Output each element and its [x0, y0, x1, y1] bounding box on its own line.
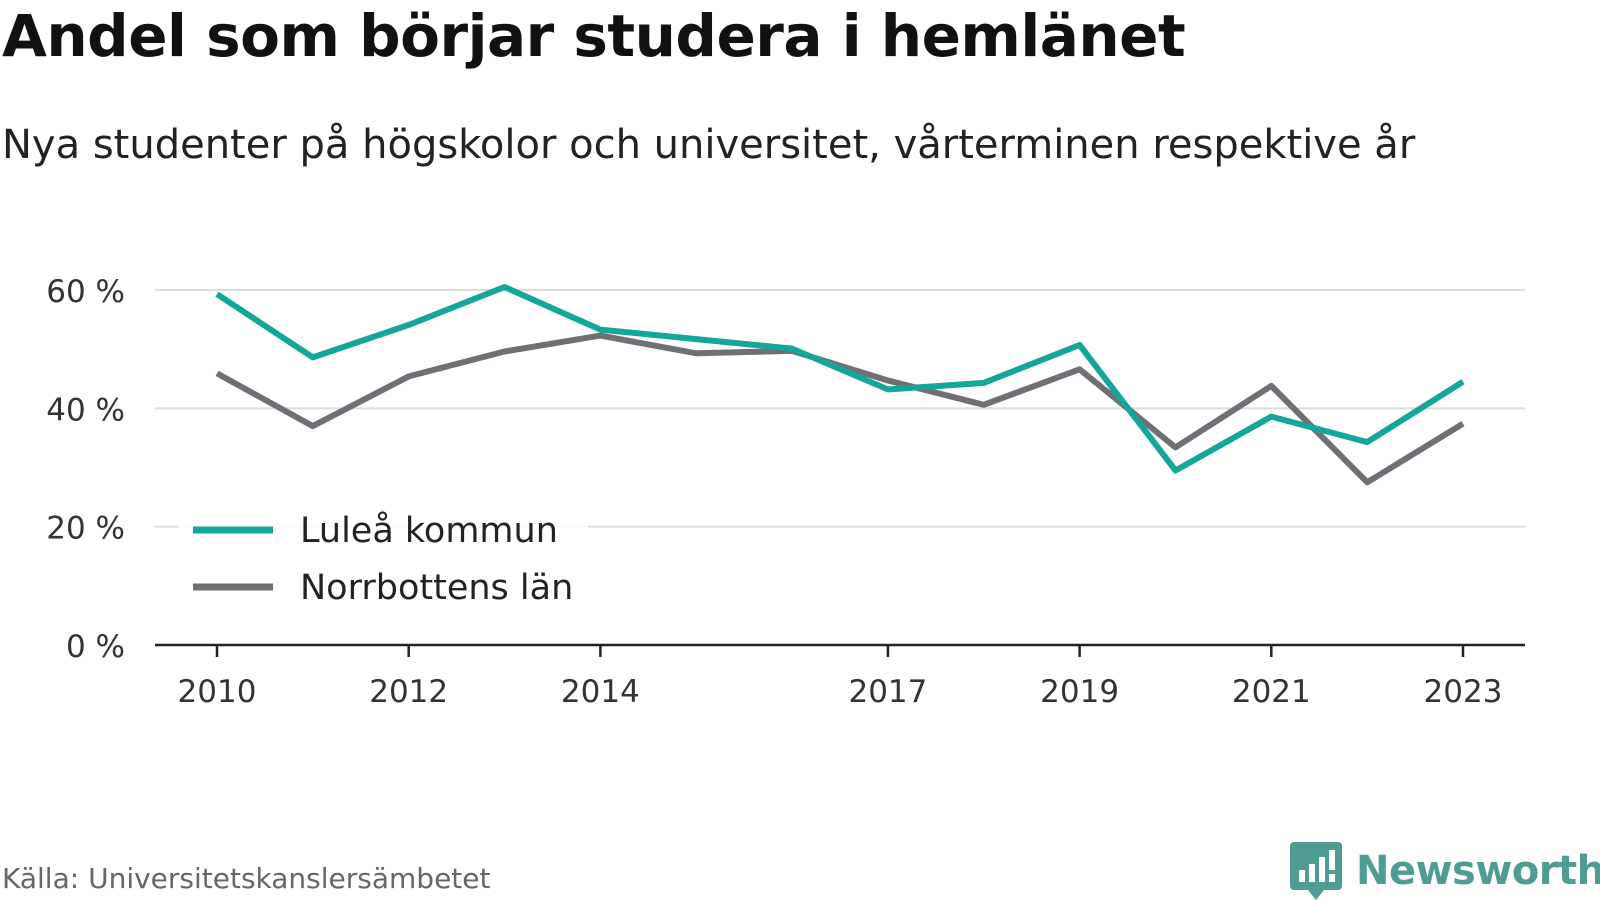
legend-label-lulea: Luleå kommun: [300, 510, 558, 551]
chart-title: Andel som börjar studera i hemlänet: [2, 2, 1186, 70]
x-tick-label: 2014: [561, 674, 640, 710]
x-tick-label: 2017: [848, 674, 927, 710]
x-tick-label: 2023: [1424, 674, 1503, 710]
x-axis: 2010 2012 2014 2017 2019 2021 2023: [155, 643, 1525, 710]
legend-label-norrbotten: Norrbottens län: [300, 568, 573, 608]
x-tick-label: 2012: [369, 674, 448, 710]
x-tick-label: 2019: [1040, 674, 1119, 710]
grid-lines: [155, 289, 1525, 528]
newsworthy-logo[interactable]: Newsworthy: [1290, 842, 1600, 900]
chart-subtitle: Nya studenter på högskolor och universit…: [2, 122, 1416, 168]
source-note: Källa: Universitetskanslersämbetet: [2, 862, 491, 895]
y-axis-labels: 0 % 20 % 40 % 60 %: [46, 274, 125, 665]
newsworthy-logo-text: Newsworthy: [1356, 848, 1600, 894]
legend: Luleå kommun Norrbottens län: [178, 500, 588, 615]
y-tick-label: 60 %: [46, 274, 125, 310]
legend-background: [178, 500, 588, 615]
series-line-lulea: [215, 284, 1465, 474]
series-line-norrbotten: [215, 332, 1465, 486]
x-tick-label: 2021: [1232, 674, 1311, 710]
y-tick-label: 40 %: [46, 392, 125, 428]
x-tick-label: 2010: [178, 674, 257, 710]
series-lines: [215, 284, 1465, 486]
y-tick-label: 0 %: [66, 629, 125, 665]
newsworthy-logo-icon: [1290, 842, 1342, 900]
y-tick-label: 20 %: [46, 511, 125, 547]
